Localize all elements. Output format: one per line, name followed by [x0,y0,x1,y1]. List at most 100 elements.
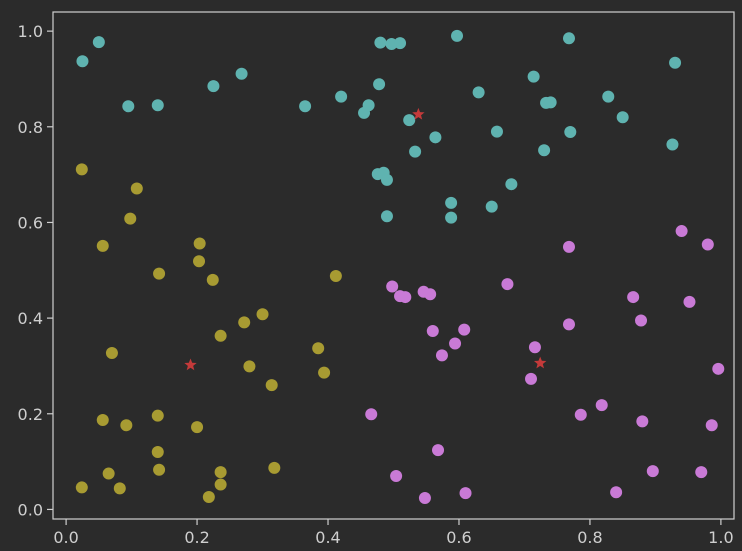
scatter-point-cluster-violet [695,466,708,479]
scatter-point-cluster-teal [403,114,416,127]
scatter-point-cluster-violet [595,399,608,412]
scatter-point-cluster-teal [335,90,348,103]
scatter-point-cluster-olive [120,419,133,432]
scatter-point-cluster-violet [610,486,623,499]
scatter-point-cluster-teal [666,138,679,151]
scatter-point-cluster-violet [424,288,437,301]
scatter-point-cluster-olive [256,308,269,321]
scatter-point-cluster-olive [214,466,227,479]
y-tick-label: 0.6 [18,213,43,232]
scatter-point-cluster-violet [646,465,659,478]
scatter-point-cluster-violet [418,491,431,504]
x-axis-ticks: 0.0 0.2 0.4 0.6 0.8 1.0 [53,519,734,547]
x-tick-label: 1.0 [708,528,733,547]
scatter-point-cluster-violet [701,238,714,251]
scatter-point-cluster-olive [202,490,215,503]
scatter-point-cluster-teal [299,100,312,113]
scatter-point-cluster-teal [602,90,615,103]
x-tick-label: 0.8 [577,528,602,547]
scatter-point-cluster-teal [527,70,540,83]
scatter-point-cluster-teal [380,173,393,186]
scatter-point-cluster-teal [451,29,464,42]
scatter-point-cluster-violet [501,278,514,291]
data-marks [75,29,725,504]
scatter-point-cluster-teal [445,196,458,209]
scatter-point-cluster-olive [124,212,137,225]
scatter-point-cluster-teal [669,56,682,69]
scatter-point-cluster-olive [113,482,126,495]
scatter-point-cluster-teal [409,145,422,158]
scatter-point-cluster-olive [193,237,206,250]
scatter-point-cluster-violet [386,280,399,293]
scatter-point-cluster-olive [243,360,256,373]
scatter-point-cluster-violet [705,419,718,432]
scatter-point-cluster-violet [562,318,575,331]
scatter-point-cluster-teal [490,125,503,138]
scatter-point-cluster-teal [235,67,248,80]
scatter-point-cluster-violet [435,349,448,362]
scatter-point-cluster-olive [96,239,109,252]
scatter-point-cluster-teal [445,211,458,224]
scatter-point-cluster-olive [312,342,325,355]
scatter-point-cluster-olive [151,409,164,422]
scatter-point-cluster-teal [544,96,557,109]
centroid-star-point [412,107,425,120]
scatter-point-cluster-teal [373,78,386,91]
x-tick-label: 0.6 [446,528,471,547]
y-tick-label: 1.0 [18,22,43,41]
scatter-point-cluster-olive [318,366,331,379]
scatter-point-cluster-teal [485,200,498,213]
scatter-point-cluster-violet [525,372,538,385]
scatter-point-cluster-teal [472,86,485,99]
scatter-point-cluster-olive [265,379,278,392]
scatter-point-cluster-olive [206,273,219,286]
scatter-point-cluster-olive [153,267,166,280]
scatter-point-cluster-violet [449,337,462,350]
scatter-point-cluster-olive [193,255,206,268]
y-tick-label: 0.4 [18,309,43,328]
centroid-star-point [184,358,197,371]
scatter-point-cluster-teal [538,144,551,157]
scatter-point-cluster-teal [564,126,577,139]
x-tick-label: 0.0 [53,528,78,547]
scatter-point-cluster-teal [151,99,164,112]
scatter-point-cluster-teal [76,55,89,68]
scatter-point-cluster-teal [505,178,518,191]
scatter-point-cluster-teal [616,111,629,124]
centroid-star-point [534,356,547,369]
y-tick-label: 0.8 [18,118,43,137]
scatter-point-cluster-olive [75,163,88,176]
scatter-point-cluster-olive [214,329,227,342]
scatter-point-cluster-olive [130,182,143,195]
scatter-point-cluster-violet [528,341,541,354]
scatter-point-cluster-teal [394,37,407,50]
scatter-point-cluster-olive [153,463,166,476]
scatter-point-cluster-violet [562,240,575,253]
scatter-point-cluster-olive [151,446,164,459]
plot-frame [52,11,735,520]
scatter-point-cluster-olive [102,467,115,480]
scatter-point-cluster-teal [374,36,387,49]
scatter-point-cluster-violet [459,487,472,500]
scatter-point-cluster-violet [426,325,439,338]
scatter-point-cluster-olive [329,270,342,283]
scatter-point-cluster-violet [675,225,688,238]
y-tick-label: 0.0 [18,500,43,519]
scatter-point-cluster-violet [432,444,445,457]
scatter-point-cluster-olive [191,421,204,434]
scatter-point-cluster-olive [238,316,251,329]
scatter-point-cluster-teal [92,36,105,49]
scatter-point-cluster-teal [562,32,575,45]
scatter-point-cluster-violet [627,291,640,304]
scatter-point-cluster-violet [390,469,403,482]
scatter-point-cluster-violet [458,323,471,336]
scatter-point-cluster-teal [380,210,393,223]
scatter-point-cluster-violet [683,295,696,308]
y-tick-label: 0.2 [18,405,43,424]
y-axis-ticks: 0.0 0.2 0.4 0.6 0.8 1.0 [18,22,53,519]
scatter-point-cluster-olive [214,478,227,491]
scatter-point-cluster-teal [122,100,135,113]
scatter-point-cluster-violet [399,291,412,304]
